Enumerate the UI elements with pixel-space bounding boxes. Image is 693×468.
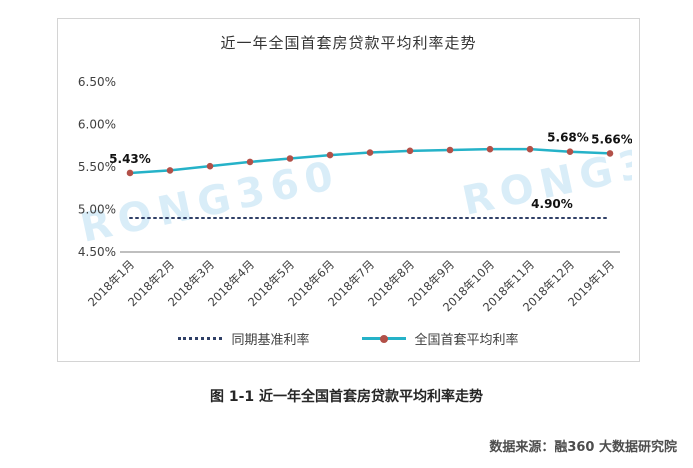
y-axis-tick: 6.00% (77, 118, 115, 132)
data-label: 5.68% (547, 131, 589, 145)
data-point-marker (366, 149, 373, 156)
average-line-swatch (361, 334, 406, 343)
data-point-marker (326, 151, 333, 159)
y-axis-tick: 5.00% (77, 203, 115, 217)
data-point-marker (526, 145, 533, 153)
legend-item-average: 全国首套平均利率 (361, 329, 519, 348)
data-label: 4.90% (531, 197, 573, 211)
line-chart: RONG360 RONG3606.50%6.00%5.50%5.00%4.50%2… (76, 75, 632, 314)
data-source: 数据来源：融360 大数据研究院 (489, 440, 677, 455)
data-label: 5.66% (591, 132, 632, 146)
chart-container: 近一年全国首套房贷款平均利率走势 RONG360 RONG360 6.50% 6.00… (57, 18, 640, 362)
legend-label-benchmark: 同期基准利率 (231, 333, 310, 348)
benchmark-line-swatch (178, 337, 223, 340)
data-label: 5.43% (109, 152, 151, 166)
y-axis-tick: 5.50% (77, 160, 115, 174)
data-point-marker (286, 155, 293, 162)
legend-label-average: 全国首套平均利率 (414, 333, 519, 348)
figure-caption: 图 1-1 近一年全国首套房贷款平均利率走势 (209, 389, 484, 405)
y-axis-tick: 4.50% (77, 245, 115, 259)
data-point-marker (566, 148, 573, 155)
legend-item-benchmark: 同期基准利率 (178, 329, 310, 348)
data-point-marker (446, 146, 453, 154)
data-point-marker (246, 158, 253, 166)
chart-legend: 同期基准利率 全国首套平均利率 (58, 329, 639, 348)
data-point-marker (166, 167, 173, 174)
data-point-marker (406, 147, 413, 155)
y-axis-tick: 6.50% (77, 75, 115, 89)
data-point-marker (606, 150, 613, 157)
data-point-marker (126, 169, 133, 177)
chart-title: 近一年全国首套房贷款平均利率走势 (220, 34, 477, 52)
data-point-marker (206, 162, 213, 170)
data-point-marker (486, 145, 493, 153)
marker-dot-icon (379, 334, 388, 343)
